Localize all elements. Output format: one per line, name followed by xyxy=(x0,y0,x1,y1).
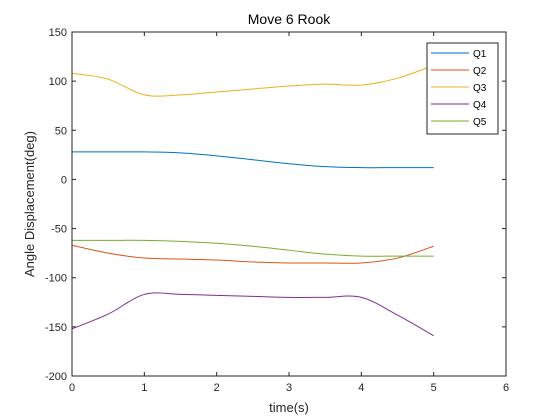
axes-layer: 0 1 2 3 4 5 6 -200 -150 -100 -50 0 50 100 150 xyxy=(45,27,509,394)
y-axis-title: Angle Displacement(deg) xyxy=(22,131,37,277)
chart-title: Move 6 Rook xyxy=(248,11,331,27)
series-line-q4 xyxy=(71,292,434,337)
x-axis-title: time(s) xyxy=(269,400,309,415)
legend-label-q2: Q2 xyxy=(473,66,487,77)
x-tick-label: 5 xyxy=(431,382,437,394)
legend-label-q5: Q5 xyxy=(473,117,487,128)
legend: Q1 Q2 Q3 Q4 Q5 xyxy=(426,42,499,135)
legend-label-q1: Q1 xyxy=(473,49,487,60)
x-tick-label: 2 xyxy=(214,382,220,394)
series-line-q5 xyxy=(72,239,434,257)
y-tick-label: -100 xyxy=(45,273,67,285)
x-tick-label: 6 xyxy=(503,382,509,394)
x-tick-label: 0 xyxy=(69,382,75,394)
x-tick-label: 3 xyxy=(286,382,292,394)
y-tick-label: 0 xyxy=(61,174,67,186)
y-tick-label: 100 xyxy=(49,76,67,88)
series-line-q1 xyxy=(72,151,434,169)
x-tick-label: 4 xyxy=(358,382,364,394)
y-tick-label: -50 xyxy=(51,224,67,236)
y-tick-label: 150 xyxy=(49,27,67,39)
y-tick-label: -200 xyxy=(45,371,67,383)
series-line-q3 xyxy=(71,64,434,97)
x-tick-label: 1 xyxy=(141,382,147,394)
legend-label-q3: Q3 xyxy=(473,83,487,94)
series-line-q2 xyxy=(71,244,434,264)
legend-label-q4: Q4 xyxy=(473,100,487,111)
y-tick-label: 50 xyxy=(55,125,67,137)
legend-box xyxy=(426,42,499,135)
y-tick-label: -150 xyxy=(45,322,67,334)
series-layer xyxy=(71,64,434,337)
